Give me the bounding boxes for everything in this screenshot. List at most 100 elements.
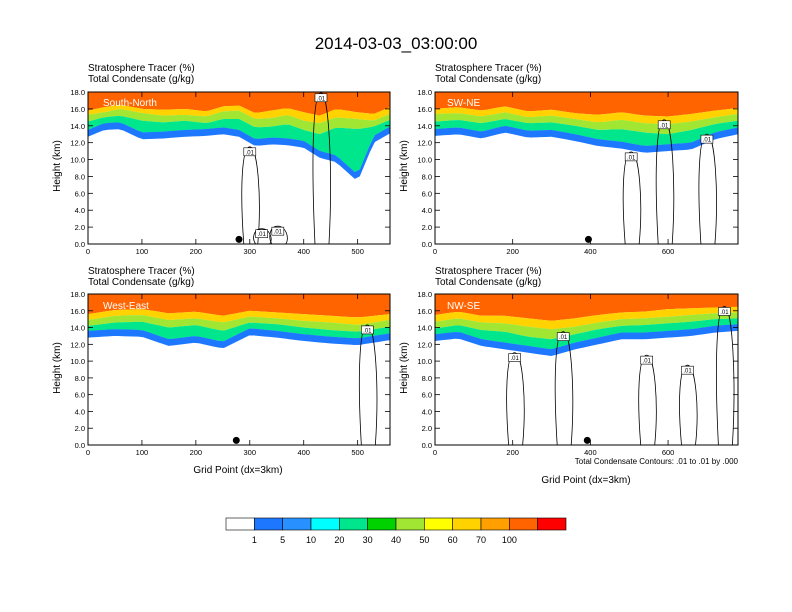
y-tick-label: 8.0 [75,374,85,383]
contour-label: .01 [683,369,692,375]
y-tick-label: 0.0 [422,240,432,249]
tracer-band [435,318,738,350]
y-tick-label: 16.0 [70,105,85,114]
colorbar-swatch [537,517,567,531]
y-tick-label: 6.0 [75,189,85,198]
x-tick-label: 300 [244,247,257,256]
colorbar-swatch [480,517,510,531]
y-tick-label: 12.0 [70,139,85,148]
y-tick-label: 14.0 [417,324,432,333]
condensate-contour [622,151,642,244]
panel-west-east: Stratosphere Tracer (%) Total Condensate… [52,266,391,476]
colorbar-label: 70 [476,535,486,545]
condensate-contours [241,92,331,244]
colorbar: 1 5 10 20 30 40 50 60 70 100 [225,517,567,545]
y-tick-label: 6.0 [75,391,85,400]
condensate-contour [554,331,574,445]
tracer-band [435,294,738,321]
x-tick-label: 200 [506,448,519,457]
contour-label: .01 [274,230,283,236]
condensate-contour [269,225,288,244]
plot-frame [87,293,391,446]
contour-label-box [243,147,257,157]
x-tick-label: 300 [244,448,257,457]
condensate-contours [506,306,735,445]
y-tick-label: 18.0 [70,88,85,97]
y-tick-label: 18.0 [70,290,85,299]
y-tick-label: 14.0 [417,122,432,131]
y-tick-label: 4.0 [75,206,85,215]
x-tick-label: 400 [297,448,310,457]
tracer-band [88,315,390,332]
contour-label: .01 [257,232,266,238]
y-tick-label: 12.0 [417,340,432,349]
tracer-fill [88,92,390,179]
x-tick-label: 600 [662,247,675,256]
tracer-band [88,309,390,325]
condensate-contour [655,119,675,244]
y-tick-label: 8.0 [75,172,85,181]
tracer-band-low [88,328,390,348]
contour-label-box [314,93,328,103]
condensate-contour [716,306,735,445]
tracer-fill [88,294,390,348]
tracer-band-low [435,125,738,153]
colorbar-swatch [509,517,538,531]
tracer-band [435,119,738,146]
colorbar-label: 10 [306,535,316,545]
y-tick-label: 12.0 [417,139,432,148]
y-tick-label: 6.0 [422,189,432,198]
x-tick-label: 200 [190,247,203,256]
figure-title: 2014-03-03_03:00:00 [315,34,478,53]
y-tick-label: 16.0 [70,307,85,316]
condensate-contours [358,324,378,445]
plot-area: .01 .01 .01 .01 0.0 2.0 4.0 6.0 8.0 10.0 12.0 14.0 1… [70,88,391,256]
tracer-band [88,321,390,342]
colorbar-label: 60 [448,535,458,545]
tracer-fill [435,92,738,153]
contour-label: .01 [703,138,712,144]
colorbar-label: 30 [363,535,373,545]
plot-area: .01 .01 .01 0.0 2.0 4.0 6.0 8.0 10.0 12.0 14.0 16.0… [417,88,739,256]
colorbar-label: 100 [502,535,517,545]
y-tick-label: 0.0 [422,441,432,450]
panel-label: SW-NE [447,98,480,109]
panel-header-condensate: Total Condensate (g/kg) [435,74,541,85]
y-tick-label: 18.0 [417,88,432,97]
y-tick-label: 10.0 [70,357,85,366]
y-tick-label: 16.0 [417,105,432,114]
x-tick-label: 0 [86,247,90,256]
x-tick-label: 400 [297,247,310,256]
tracer-band-low [435,324,738,357]
y-tick-label: 14.0 [70,324,85,333]
plot-frame [434,91,739,245]
colorbar-swatch [225,517,255,531]
colorbar-swatch [424,517,453,531]
contour-label-box [640,355,654,365]
panel-header-condensate: Total Condensate (g/kg) [435,277,541,288]
y-tick-label: 14.0 [70,122,85,131]
plot-area: .01 0.0 2.0 4.0 6.0 8.0 10.0 12.0 14.0 16.0 18.0 0 1… [70,290,391,457]
tracer-band [88,109,390,135]
y-tick-label: 8.0 [422,374,432,383]
condensate-contour [506,352,525,445]
x-tick-label: 100 [136,448,149,457]
y-axis-label: Height (km) [52,342,63,394]
x-tick-label: 100 [136,247,149,256]
contour-label-box [624,152,638,162]
tracer-fill [435,294,738,357]
x-tick-label: 0 [433,448,437,457]
x-tick-label: 400 [584,448,597,457]
x-axis-label: Grid Point (dx=3km) [541,475,630,486]
panel-header-condensate: Total Condensate (g/kg) [88,277,194,288]
colorbar-label: 1 [252,535,257,545]
plot-frame [434,293,739,446]
contour-label-box [255,229,268,239]
footnote: Total Condensate Contours: .01 to .01 by… [575,457,739,466]
y-axis-label: Height (km) [399,342,410,394]
tracer-band [88,92,390,116]
tracer-band [88,115,390,173]
contour-label-box [718,307,731,316]
x-tick-label: 400 [584,247,597,256]
plot-area: .01 .01 .01 .01 .01 0.0 2.0 4.0 6.0 8.0 10.0 12.0 14… [417,290,739,457]
